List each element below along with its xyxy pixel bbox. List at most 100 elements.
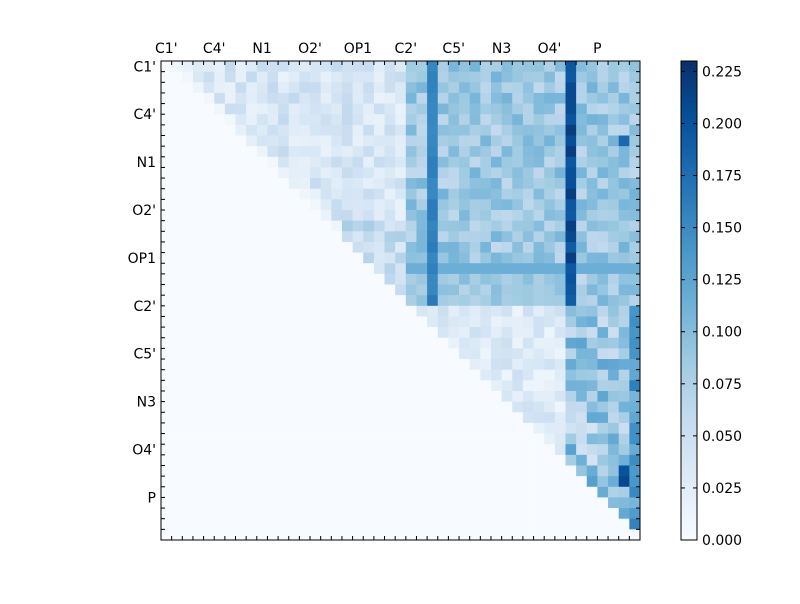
heatmap-cell: [214, 61, 226, 72]
heatmap-cell: [608, 241, 620, 253]
heatmap-cell: [395, 135, 407, 147]
heatmap-cell: [544, 465, 556, 477]
heatmap-cell: [522, 156, 534, 168]
heatmap-cell: [310, 146, 322, 158]
heatmap-cell: [235, 486, 247, 498]
heatmap-cell: [448, 295, 460, 307]
heatmap-cell: [490, 359, 502, 371]
heatmap-cell: [554, 369, 566, 381]
heatmap-cell: [469, 263, 481, 275]
heatmap-cell: [352, 359, 364, 371]
heatmap-cell: [522, 422, 534, 434]
heatmap-cell: [373, 146, 385, 158]
heatmap-cell: [544, 82, 556, 94]
heatmap-cell: [490, 305, 502, 317]
heatmap-cell: [469, 433, 481, 445]
heatmap-cell: [395, 167, 407, 179]
heatmap-cell: [437, 146, 449, 158]
heatmap-cell: [310, 252, 322, 264]
heatmap-cell: [267, 273, 279, 285]
heatmap-cell: [320, 210, 332, 222]
heatmap-cell: [448, 103, 460, 115]
heatmap-cell: [363, 252, 375, 264]
heatmap-cell: [363, 231, 375, 243]
heatmap-cell: [161, 454, 172, 466]
y-tick-label: OP1: [128, 251, 156, 267]
heatmap-cell: [565, 71, 577, 83]
heatmap-cell: [214, 327, 226, 339]
heatmap-cell: [310, 273, 322, 285]
heatmap-cell: [437, 71, 449, 83]
heatmap-cell: [341, 422, 353, 434]
heatmap-cell: [363, 199, 375, 211]
heatmap-cell: [182, 390, 194, 402]
heatmap-cell: [576, 156, 588, 168]
heatmap-cell: [469, 316, 481, 328]
heatmap-cell: [469, 454, 481, 466]
heatmap-cell: [373, 401, 385, 413]
heatmap-cell: [341, 220, 353, 232]
heatmap-cell: [256, 295, 268, 307]
heatmap-cell: [182, 135, 194, 147]
heatmap-cell: [522, 497, 534, 509]
heatmap-cell: [288, 92, 300, 104]
heatmap-cell: [459, 486, 471, 498]
heatmap-cell: [320, 359, 332, 371]
heatmap-cell: [235, 529, 247, 541]
heatmap-cell: [533, 284, 545, 296]
heatmap-cell: [278, 82, 290, 94]
heatmap-cell: [618, 231, 630, 243]
heatmap-cell: [203, 92, 215, 104]
heatmap-cell: [512, 210, 524, 222]
heatmap-cell: [299, 369, 311, 381]
heatmap-cell: [320, 241, 332, 253]
heatmap-cell: [490, 210, 502, 222]
heatmap-cell: [544, 114, 556, 126]
heatmap-cell: [480, 476, 492, 488]
heatmap-cell: [341, 167, 353, 179]
heatmap-cell: [161, 486, 172, 498]
heatmap-cell: [384, 369, 396, 381]
heatmap-cell: [341, 156, 353, 168]
heatmap-cell: [629, 167, 641, 179]
heatmap-cell: [182, 82, 194, 94]
heatmap-cell: [437, 465, 449, 477]
heatmap-cell: [267, 167, 279, 179]
heatmap-cell: [618, 82, 630, 94]
heatmap-cell: [618, 476, 630, 488]
heatmap-cell: [586, 252, 598, 264]
heatmap-cell: [299, 465, 311, 477]
heatmap-cell: [533, 422, 545, 434]
heatmap-cell: [224, 390, 236, 402]
heatmap-cell: [533, 241, 545, 253]
heatmap-cell: [501, 92, 513, 104]
heatmap-cell: [352, 156, 364, 168]
heatmap-cell: [352, 167, 364, 179]
heatmap-cell: [256, 124, 268, 136]
heatmap-cell: [629, 210, 641, 222]
heatmap-cell: [405, 508, 417, 520]
heatmap-cell: [608, 444, 620, 456]
heatmap-cell: [331, 390, 343, 402]
heatmap-cell: [597, 454, 609, 466]
heatmap-cell: [341, 92, 353, 104]
heatmap-cell: [341, 497, 353, 509]
heatmap-cell: [544, 348, 556, 360]
heatmap-cell: [171, 167, 183, 179]
heatmap-cell: [331, 476, 343, 488]
heatmap-cell: [310, 156, 322, 168]
heatmap-cell: [405, 327, 417, 339]
heatmap-cell: [490, 508, 502, 520]
heatmap-cell: [171, 252, 183, 264]
heatmap-cell: [416, 401, 428, 413]
heatmap-cell: [182, 124, 194, 136]
heatmap-cell: [405, 188, 417, 200]
heatmap-cell: [576, 220, 588, 232]
heatmap-cell: [352, 508, 364, 520]
heatmap-cell: [597, 156, 609, 168]
heatmap-cell: [522, 486, 534, 498]
heatmap-cell: [480, 295, 492, 307]
heatmap-cell: [182, 337, 194, 349]
heatmap-cell: [192, 92, 204, 104]
heatmap-cell: [565, 465, 577, 477]
